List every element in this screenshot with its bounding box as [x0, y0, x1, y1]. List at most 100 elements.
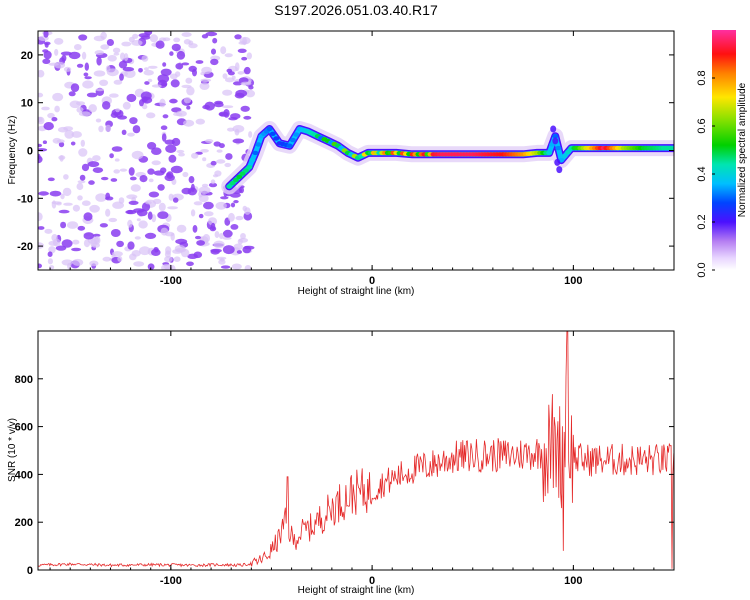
noise-blob	[122, 67, 135, 72]
noise-blob	[77, 180, 86, 184]
ridge-cell	[246, 165, 253, 170]
noise-blob	[81, 200, 91, 206]
y-tick-label: -20	[17, 241, 33, 253]
noise-blob	[160, 125, 168, 130]
noise-blob	[107, 55, 117, 62]
noise-blob	[38, 155, 43, 164]
noise-blob	[149, 34, 158, 43]
noise-blob	[96, 56, 102, 66]
noise-blob	[196, 240, 206, 246]
noise-blob	[128, 36, 135, 43]
noise-blob	[219, 233, 224, 239]
noise-blob	[129, 176, 137, 181]
noise-blob	[164, 250, 171, 258]
noise-blob	[63, 126, 74, 131]
noise-blob	[92, 167, 104, 174]
noise-blob	[232, 138, 245, 144]
noise-blob	[178, 152, 185, 157]
noise-blob	[84, 76, 92, 80]
noise-blob	[202, 104, 211, 110]
noise-blob	[198, 186, 211, 194]
colorbar: 0.0 0.2 0.4 0.6 0.8 Normalized spectral ampl…	[696, 30, 748, 278]
noise-blob	[124, 69, 136, 78]
noise-blob	[185, 77, 193, 84]
noise-blob	[240, 81, 252, 86]
noise-blob	[239, 186, 244, 194]
noise-blob	[175, 62, 184, 70]
noise-blob	[168, 193, 174, 201]
noise-blob	[164, 174, 175, 182]
noise-blob	[60, 193, 65, 200]
noise-blob	[130, 184, 141, 192]
noise-blob	[123, 53, 129, 62]
spectrogram-x-axis-label: Height of straight line (km)	[298, 286, 415, 297]
y-tick-label: 0	[27, 146, 33, 158]
noise-blob	[176, 50, 186, 60]
noise-blob	[59, 155, 64, 162]
noise-blob	[105, 208, 111, 217]
noise-blob	[141, 202, 151, 212]
noise-blob	[183, 97, 192, 104]
x-tick-label: -100	[160, 275, 182, 287]
noise-blob	[215, 201, 227, 210]
noise-blob	[164, 267, 171, 270]
noise-blob	[244, 265, 252, 270]
noise-blob	[219, 257, 225, 262]
noise-blob	[78, 34, 88, 41]
noise-blob	[43, 122, 54, 131]
noise-blob	[222, 73, 228, 79]
noise-blob	[110, 178, 118, 182]
noise-blob	[100, 31, 107, 40]
noise-blob	[169, 98, 178, 104]
snr-series-line	[38, 331, 674, 569]
noise-blob	[186, 86, 195, 96]
noise-blob	[88, 104, 97, 113]
ridge-cell	[286, 143, 293, 148]
noise-blob	[38, 143, 43, 148]
noise-blob	[139, 246, 151, 256]
noise-blob	[138, 68, 143, 73]
noise-blob	[222, 245, 235, 255]
noise-blob	[78, 148, 88, 157]
noise-blob	[183, 119, 195, 127]
noise-blob	[172, 197, 179, 203]
noise-blob	[230, 224, 239, 230]
noise-blob	[95, 88, 105, 92]
noise-blob	[111, 251, 123, 257]
noise-blob	[106, 39, 114, 46]
noise-blob	[38, 92, 44, 98]
noise-blob	[155, 40, 165, 49]
noise-blob	[72, 204, 80, 212]
noise-blob	[76, 107, 84, 113]
noise-blob	[42, 140, 48, 144]
noise-blob	[212, 37, 218, 44]
noise-blob	[94, 50, 105, 56]
noise-blob	[147, 78, 153, 83]
noise-blob	[220, 265, 231, 269]
noise-blob	[174, 245, 186, 252]
noise-blob	[188, 176, 195, 184]
noise-blob	[224, 53, 233, 58]
noise-blob	[224, 162, 231, 168]
noise-blob	[245, 89, 256, 98]
noise-blob	[60, 221, 67, 229]
noise-blob	[190, 183, 195, 193]
noise-blob	[211, 48, 216, 55]
noise-blob	[227, 71, 235, 76]
snr-panel: -100 0 100 0 200 400 600 800 Height of straight…	[7, 330, 675, 596]
ridge-cell	[565, 149, 571, 155]
noise-blob	[89, 204, 100, 213]
noise-blob	[127, 241, 135, 250]
noise-blob	[193, 251, 203, 259]
noise-blob	[214, 231, 220, 238]
colorbar-tick-label: 0.0	[696, 262, 708, 277]
noise-blob	[173, 256, 181, 263]
noise-blob	[126, 209, 134, 214]
noise-blob	[131, 250, 141, 257]
noise-blob	[58, 141, 65, 148]
colorbar-tick-label: 0.2	[696, 214, 708, 229]
noise-blob	[38, 69, 45, 78]
noise-blob	[105, 65, 111, 73]
